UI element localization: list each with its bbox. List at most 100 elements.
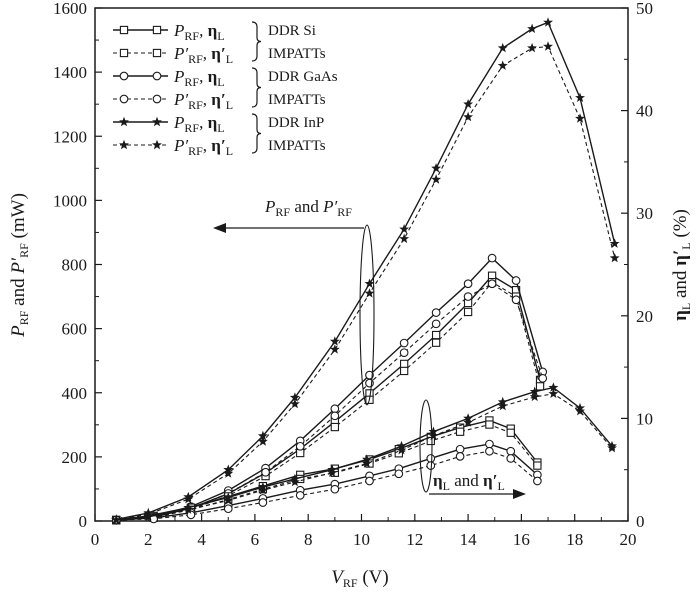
power-group-ellipse [359,224,375,406]
data-point [223,495,234,505]
legend-marker [119,94,129,104]
y-left-axis-title: PRF and P′RF (mW) [8,193,31,338]
data-point [426,436,435,446]
data-point [431,163,442,173]
data-point [511,276,521,285]
data-point [455,427,465,436]
data-point [143,511,154,522]
series-line [116,283,544,521]
y-right-tick-label: 40 [636,102,653,121]
data-point [329,336,340,346]
legend: PRF, ηL DDR Si P′RF, η′L IMPATTs PRF, ηL DDR … [113,21,338,158]
series-line [116,281,541,521]
y-right-tick-label: 10 [636,409,653,428]
x-tick-label: 12 [406,530,423,549]
data-point [399,224,410,234]
data-point [364,288,375,298]
legend-label: P′RF, η′L [173,136,233,158]
legend-marker [152,71,162,81]
data-point [330,484,340,494]
data-point [485,439,494,449]
axis-titles: VRF (V) PRF and P′RF (mW) ηL and η′L (%) [8,193,693,590]
axes: 0 2 4 6 8 10 12 14 16 18 2002004006008001000120014… [53,0,653,549]
series-line [116,257,544,521]
data-point [394,469,404,479]
data-point [186,510,196,520]
data-point [575,113,585,123]
legend-device-label: IMPATTs [268,138,326,154]
legend-marker [119,116,129,127]
data-point [330,404,340,414]
series-line [116,424,538,521]
data-point [575,92,585,102]
legend-marker [119,71,129,81]
data-point [497,400,508,411]
data-point [548,388,559,398]
series-star-dashed [111,41,620,524]
data-point [399,233,410,244]
x-tick-label: 4 [197,530,206,549]
series-line [116,443,538,521]
legend-marker [152,94,162,104]
data-point [485,420,494,429]
x-tick-label: 16 [513,530,530,549]
data-point [261,467,270,477]
y-left-tick-label: 1600 [53,0,87,18]
power-group-arrowhead [213,223,226,233]
y-right-tick-label: 50 [636,0,653,18]
data-point [399,348,409,358]
x-tick-label: 6 [251,530,260,549]
data-point [463,292,473,301]
data-point [533,461,542,470]
data-point [428,430,439,440]
y-left-tick-label: 1000 [53,191,87,210]
data-point [535,382,545,391]
data-point [361,458,372,468]
data-point [463,417,473,427]
data-point [485,446,494,456]
data-point [257,485,268,495]
legend-device-label: DDR Si [268,23,316,39]
data-point [431,308,441,317]
series-line [116,45,616,521]
series-line [116,450,538,521]
legend-brace [251,21,262,62]
data-point [538,373,548,383]
y-left-tick-label: 1200 [53,127,87,146]
y-left-tick-label: 0 [79,512,88,531]
legend-brace [251,67,262,108]
data-point [607,443,617,453]
eff-group-label: ηL and η′L [433,471,505,493]
x-tick-label: 10 [353,530,370,549]
data-point [330,422,339,432]
legend-label: PRF, ηL [173,67,225,89]
data-point [529,391,540,402]
y-left-tick-label: 600 [62,320,88,339]
legend-entry: PRF, ηL DDR Si [113,21,316,43]
legend-label: P′RF, η′L [173,90,233,112]
data-point [223,504,233,514]
data-point [426,454,436,463]
power-group-label: PRF and P′RF [264,197,352,219]
legend-marker [119,48,129,58]
data-point [487,253,497,263]
legend-marker [119,139,129,150]
legend-label: PRF, ηL [173,21,225,43]
data-point [364,278,375,288]
data-point [463,99,473,109]
legend-device-label: IMPATTs [268,92,326,108]
data-point [575,406,585,416]
data-point [327,467,338,477]
data-point [365,476,374,486]
data-point [506,454,516,463]
data-point [295,441,305,451]
data-point [295,491,305,500]
eff-group-arrowhead [513,489,526,499]
legend-marker [152,116,162,127]
series-line [116,21,616,521]
legend-label: P′RF, η′L [173,44,233,66]
annotations: PRF and P′RF ηL and η′L [213,197,526,499]
legend-marker [152,139,162,150]
legend-device-label: DDR GaAs [268,69,338,85]
